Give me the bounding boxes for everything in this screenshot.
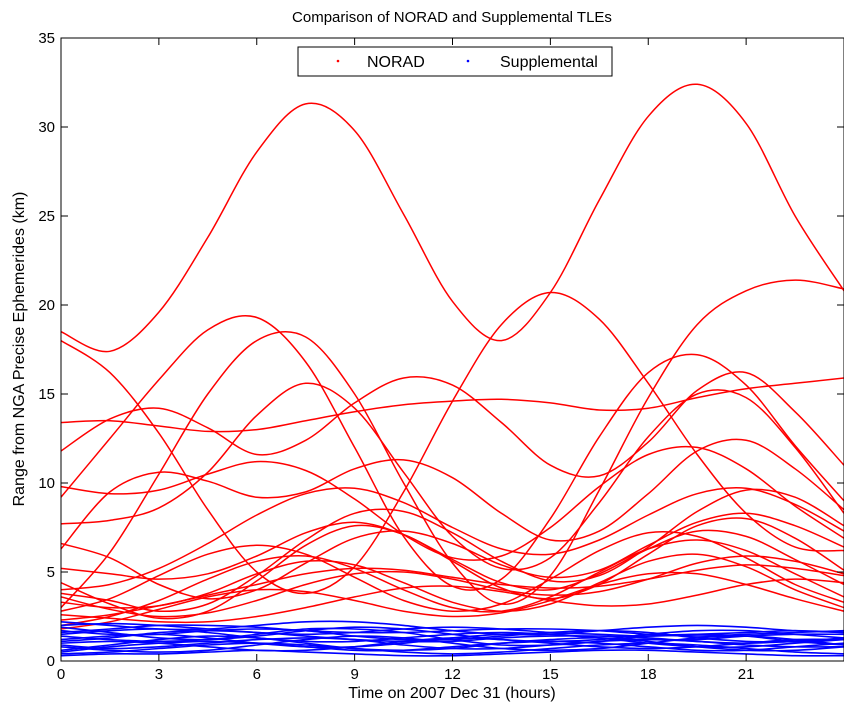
legend-label-supplemental: Supplemental xyxy=(500,54,598,71)
y-tick-label: 25 xyxy=(38,208,55,225)
supplemental-curve-1 xyxy=(61,635,844,653)
norad-curve-18 xyxy=(61,578,844,624)
y-tick-label: 15 xyxy=(38,386,55,403)
y-tick-label: 0 xyxy=(47,653,55,670)
supplemental-curve-3 xyxy=(61,620,844,636)
x-tick-label: 12 xyxy=(444,666,461,683)
norad-curve-0 xyxy=(61,83,844,353)
series-norad xyxy=(61,83,844,630)
y-axis-label: Range from NGA Precise Ephemerides (km) xyxy=(11,192,28,507)
norad-curve-6 xyxy=(61,438,844,550)
norad-curve-2 xyxy=(61,291,844,595)
norad-curve-15 xyxy=(61,531,844,613)
supplemental-curve-14 xyxy=(61,622,844,637)
x-tick-label: 9 xyxy=(350,666,358,683)
x-tick-label: 18 xyxy=(640,666,657,683)
norad-curve-14 xyxy=(61,553,844,612)
norad-curve-17 xyxy=(61,571,844,630)
x-axis-label: Time on 2007 Dec 31 (hours) xyxy=(348,685,556,702)
legend-box xyxy=(297,46,613,77)
norad-curve-5 xyxy=(61,371,844,478)
legend-marker-norad xyxy=(336,59,340,63)
plot-area xyxy=(61,38,844,661)
chart-title: Comparison of NORAD and Supplemental TLE… xyxy=(292,9,612,26)
x-tick-label: 6 xyxy=(253,666,261,683)
y-tick-label: 20 xyxy=(38,297,55,314)
norad-curve-3 xyxy=(61,314,844,591)
norad-curve-9 xyxy=(61,488,844,613)
norad-curve-19 xyxy=(61,445,844,561)
y-tick-label: 35 xyxy=(38,30,55,47)
x-tick-label: 0 xyxy=(57,666,65,683)
y-tick-label: 30 xyxy=(38,119,55,136)
norad-curve-10 xyxy=(61,521,844,591)
axis-layer: 0 3 6 9 12 15 18 21 0 5 10 15 20 25 30 35 xyxy=(38,30,844,683)
plot-frame xyxy=(60,37,844,662)
x-tick-label: 15 xyxy=(542,666,559,683)
y-tick-label: 5 xyxy=(47,564,55,581)
supplemental-curve-5 xyxy=(61,637,844,652)
x-tick-label: 21 xyxy=(738,666,755,683)
legend-label-norad: NORAD xyxy=(367,54,425,71)
supplemental-curve-13 xyxy=(61,640,844,653)
legend-marker-supplemental xyxy=(466,59,470,63)
norad-curve-16 xyxy=(61,555,844,618)
x-tick-label: 3 xyxy=(155,666,163,683)
norad-curve-8 xyxy=(61,512,844,600)
supplemental-curve-15 xyxy=(61,629,844,644)
y-tick-label: 10 xyxy=(38,475,55,492)
series-layer xyxy=(61,83,844,657)
legend: NORAD Supplemental xyxy=(297,46,613,77)
norad-curve-20 xyxy=(61,487,844,591)
